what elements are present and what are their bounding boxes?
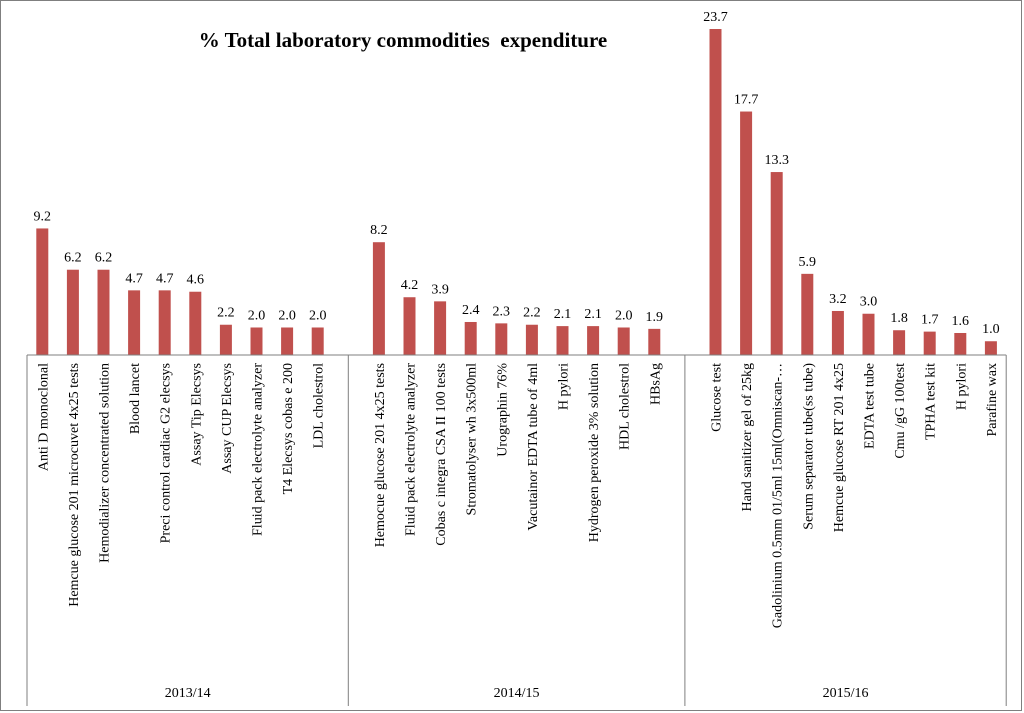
bar bbox=[831, 310, 844, 355]
value-label: 2.0 bbox=[615, 308, 633, 323]
group-label: 2013/14 bbox=[165, 686, 211, 701]
category-label: Gadolinium 0.5mm 01/5ml 15ml(Omniscan-… bbox=[771, 363, 786, 628]
value-label: 4.7 bbox=[156, 271, 174, 286]
bar bbox=[464, 321, 477, 355]
category-label: Urographin 76% bbox=[495, 363, 510, 457]
category-label: HDL cholestrol bbox=[618, 363, 633, 450]
value-label: 2.2 bbox=[523, 306, 541, 321]
category-label: Serum separator tube(ss tube) bbox=[801, 363, 816, 530]
value-label: 1.6 bbox=[952, 314, 970, 329]
category-label: Hemcue glucose RT 201 4x25 bbox=[832, 363, 847, 532]
value-label: 2.0 bbox=[278, 308, 296, 323]
value-label: 4.2 bbox=[401, 278, 419, 293]
bar bbox=[128, 290, 141, 355]
bar bbox=[495, 323, 508, 355]
bar bbox=[587, 326, 600, 355]
bar bbox=[954, 332, 967, 355]
bar bbox=[250, 327, 263, 355]
bar bbox=[66, 269, 79, 355]
bar bbox=[648, 328, 661, 355]
value-label: 4.6 bbox=[187, 273, 205, 288]
bar bbox=[158, 290, 171, 355]
group-label: 2014/15 bbox=[494, 686, 540, 701]
category-label: Fluid pack electrolyte analyzer bbox=[251, 363, 266, 536]
category-label: Preci control cardiac G2 elecsys bbox=[159, 363, 174, 543]
bar bbox=[219, 324, 232, 355]
bars-layer bbox=[36, 29, 997, 355]
group-label: 2015/16 bbox=[823, 686, 869, 701]
value-label: 3.9 bbox=[431, 282, 449, 297]
bar bbox=[984, 341, 997, 355]
bar bbox=[36, 228, 49, 355]
bar bbox=[770, 172, 783, 355]
value-label: 17.7 bbox=[734, 93, 759, 108]
bar bbox=[617, 327, 630, 355]
value-label: 6.2 bbox=[95, 251, 113, 266]
value-label: 23.7 bbox=[703, 10, 728, 25]
bar bbox=[556, 326, 569, 355]
value-label: 2.1 bbox=[554, 307, 572, 322]
chart-title: % Total laboratory commodities expenditu… bbox=[199, 28, 608, 52]
value-label: 1.7 bbox=[921, 313, 939, 328]
bar bbox=[97, 269, 110, 355]
value-label: 2.3 bbox=[493, 304, 511, 319]
bar bbox=[740, 111, 753, 355]
bar bbox=[801, 273, 814, 355]
category-label: Hydrogen peroxide 3% solution bbox=[587, 363, 602, 542]
value-label: 2.0 bbox=[248, 308, 266, 323]
bar bbox=[403, 297, 416, 355]
value-label: 3.2 bbox=[829, 292, 847, 307]
bar bbox=[893, 330, 906, 355]
category-label: Assay Tip Elecsys bbox=[189, 363, 204, 466]
axis-layer bbox=[26, 354, 1007, 706]
value-label: 3.0 bbox=[860, 295, 878, 310]
category-label: Cmu /gG 100test bbox=[893, 363, 908, 459]
value-label: 2.2 bbox=[217, 306, 235, 321]
value-label: 1.8 bbox=[890, 311, 908, 326]
category-label: H pylori bbox=[954, 363, 969, 410]
category-label: Hemcue glucose 201 microcuvet 4x25 tests bbox=[67, 363, 82, 607]
value-label: 13.3 bbox=[764, 153, 789, 168]
category-label: TPHA test kit bbox=[924, 363, 939, 440]
bar bbox=[862, 313, 875, 355]
category-label: T4 Elecsys cobas e 200 bbox=[281, 363, 296, 494]
category-label: Stromatolyser wh 3x500ml bbox=[465, 363, 480, 516]
category-label: Assay CUP Elecsys bbox=[220, 363, 235, 474]
category-label: LDL cholestrol bbox=[312, 363, 327, 449]
category-label: Glucose test bbox=[710, 363, 725, 432]
value-label: 2.1 bbox=[584, 307, 602, 322]
bar bbox=[372, 242, 385, 355]
category-label: Hand sanitizer gel of 25kg bbox=[740, 363, 755, 512]
category-label: Anti D monoclonal bbox=[36, 363, 51, 471]
bar bbox=[434, 301, 447, 355]
bar bbox=[311, 327, 324, 355]
value-label: 9.2 bbox=[34, 209, 52, 224]
category-label: HBsAg bbox=[648, 363, 663, 405]
category-label: Parafine wax bbox=[985, 363, 1000, 436]
value-label: 2.0 bbox=[309, 308, 327, 323]
category-label: Hemocue glucose 201 4x25 tests bbox=[373, 363, 388, 547]
value-label: 1.0 bbox=[982, 322, 1000, 337]
value-label: 8.2 bbox=[370, 223, 388, 238]
labels-layer: 9.2 Anti D monoclonal 6.2 Hemcue glucose 20… bbox=[34, 10, 1000, 701]
value-label: 6.2 bbox=[64, 251, 82, 266]
bar bbox=[525, 324, 538, 355]
value-label: 4.7 bbox=[125, 271, 143, 286]
value-label: 2.4 bbox=[462, 303, 480, 318]
category-label: Cobas c integra CSA II 100 tests bbox=[434, 363, 449, 546]
category-label: EDTA test tube bbox=[863, 363, 878, 449]
value-label: 1.9 bbox=[646, 310, 664, 325]
bar bbox=[281, 327, 294, 355]
value-label: 5.9 bbox=[799, 255, 817, 270]
category-label: Fluid pack electrolyte analyzer bbox=[404, 363, 419, 536]
category-label: Vacutainor EDTA tube of 4ml bbox=[526, 363, 541, 531]
bar bbox=[923, 331, 936, 355]
category-label: Hemodializer concentrated solution bbox=[98, 363, 113, 563]
category-label: Blood lancet bbox=[128, 363, 143, 434]
bar bbox=[709, 29, 722, 355]
bar bbox=[189, 291, 202, 355]
category-label: H pylori bbox=[557, 363, 572, 410]
